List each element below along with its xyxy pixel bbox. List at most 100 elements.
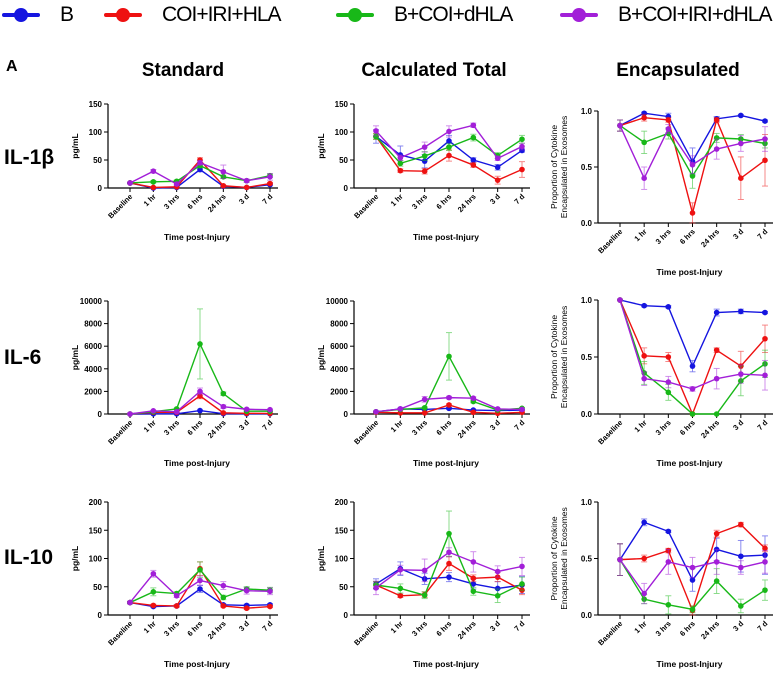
data-point — [197, 341, 203, 347]
data-point — [641, 556, 647, 562]
x-tick-label-24-hrs: 24 hrs — [206, 418, 228, 440]
data-point — [221, 410, 227, 416]
y-tick-label: 8000 — [330, 320, 348, 329]
series-b-coi-iri-dhla — [617, 544, 768, 604]
x-tick-label-7-d: 7 d — [512, 619, 526, 633]
x-tick-label-7-d: 7 d — [755, 418, 769, 432]
legend-dot — [116, 8, 130, 22]
y-tick-label: 0.0 — [581, 219, 593, 228]
data-point — [738, 141, 744, 147]
y-tick-label: 0.0 — [581, 611, 593, 620]
data-point — [495, 406, 501, 412]
x-tick-label-3-hrs: 3 hrs — [410, 619, 429, 638]
data-point — [446, 549, 452, 555]
data-point — [398, 567, 404, 573]
y-tick-label: 0.5 — [581, 163, 593, 172]
data-point — [690, 162, 696, 168]
y-tick-label: 1.0 — [581, 107, 593, 116]
data-point — [738, 175, 744, 181]
data-point — [151, 408, 157, 414]
data-point — [244, 185, 250, 191]
x-tick-label-24-hrs: 24 hrs — [456, 192, 478, 214]
legend-label: B+COI+IRI+dHLA — [618, 3, 772, 27]
data-point — [471, 410, 477, 416]
y-tick-label: 1.0 — [581, 498, 593, 507]
data-point — [244, 178, 250, 184]
data-point — [714, 411, 720, 417]
data-point — [221, 391, 227, 397]
data-point — [373, 585, 379, 591]
row-title-il6: IL-6 — [4, 346, 41, 370]
data-point — [617, 557, 623, 563]
data-point — [738, 565, 744, 571]
row-title-il1b: IL-1β — [4, 146, 54, 170]
data-point — [714, 559, 720, 565]
x-tick-label-24-hrs: 24 hrs — [699, 418, 721, 440]
column-title-encapsulated: Encapsulated — [558, 60, 777, 82]
data-point — [519, 407, 525, 413]
data-point — [495, 164, 501, 170]
data-point — [641, 115, 647, 121]
legend-dot — [14, 8, 28, 22]
data-point — [197, 160, 203, 166]
y-tick-label: 0 — [98, 611, 103, 620]
column-title-calculated-total: Calculated Total — [314, 60, 554, 82]
data-point — [422, 410, 428, 416]
y-tick-label: 50 — [93, 156, 102, 165]
data-point — [422, 397, 428, 403]
y-tick-label: 100 — [89, 555, 103, 564]
y-tick-label: 200 — [89, 498, 103, 507]
data-point — [666, 529, 672, 535]
y-tick-label: 200 — [335, 498, 349, 507]
data-point — [666, 117, 672, 123]
x-tick-label-7-d: 7 d — [755, 227, 769, 241]
y-tick-label: 100 — [335, 555, 349, 564]
y-tick-label: 4000 — [330, 365, 348, 374]
data-point — [151, 603, 157, 609]
x-axis-label: Time post-Injury — [164, 458, 230, 468]
data-point — [762, 136, 768, 142]
legend-item-b-coi-dhla: B+COI+dHLA — [336, 2, 512, 28]
y-axis-label: Proportion of CytokineEncapsulated in Ex… — [549, 116, 569, 219]
row-title-il10: IL-10 — [4, 546, 53, 570]
x-tick-label-3-hrs: 3 hrs — [654, 619, 673, 638]
data-point — [373, 128, 379, 134]
y-tick-label: 150 — [335, 526, 349, 535]
x-tick-label-6-hrs: 6 hrs — [678, 227, 697, 246]
data-point — [738, 603, 744, 609]
x-tick-label-7-d: 7 d — [260, 619, 274, 633]
x-axis-label: Time post-Injury — [413, 458, 479, 468]
data-point — [641, 520, 647, 526]
y-tick-label: 100 — [89, 128, 103, 137]
data-point — [762, 336, 768, 342]
data-point — [151, 179, 157, 185]
data-point — [267, 588, 273, 594]
data-point — [738, 309, 744, 315]
x-tick-label-7-d: 7 d — [512, 418, 526, 432]
data-point — [641, 376, 647, 382]
data-point — [617, 123, 623, 129]
data-point — [762, 157, 768, 163]
data-point — [714, 310, 720, 316]
data-point — [398, 161, 404, 167]
data-point — [471, 559, 477, 565]
x-tick-label-24-hrs: 24 hrs — [206, 192, 228, 214]
series-b-coi-dhla — [127, 309, 273, 417]
y-tick-label: 2000 — [330, 387, 348, 396]
data-point — [267, 174, 273, 180]
y-tick-label: 100 — [335, 128, 349, 137]
y-axis-label: pg/mL — [316, 133, 326, 159]
data-point — [690, 565, 696, 571]
x-tick-label-3-d: 3 d — [731, 418, 745, 432]
data-point — [762, 118, 768, 124]
data-point — [197, 567, 203, 573]
x-axis-label: Time post-Injury — [164, 659, 230, 669]
data-point — [197, 389, 203, 395]
data-point — [174, 593, 180, 599]
data-point — [267, 181, 273, 187]
y-tick-label: 0 — [344, 410, 349, 419]
data-point — [446, 144, 452, 150]
x-tick-label-3-hrs: 3 hrs — [162, 192, 181, 211]
